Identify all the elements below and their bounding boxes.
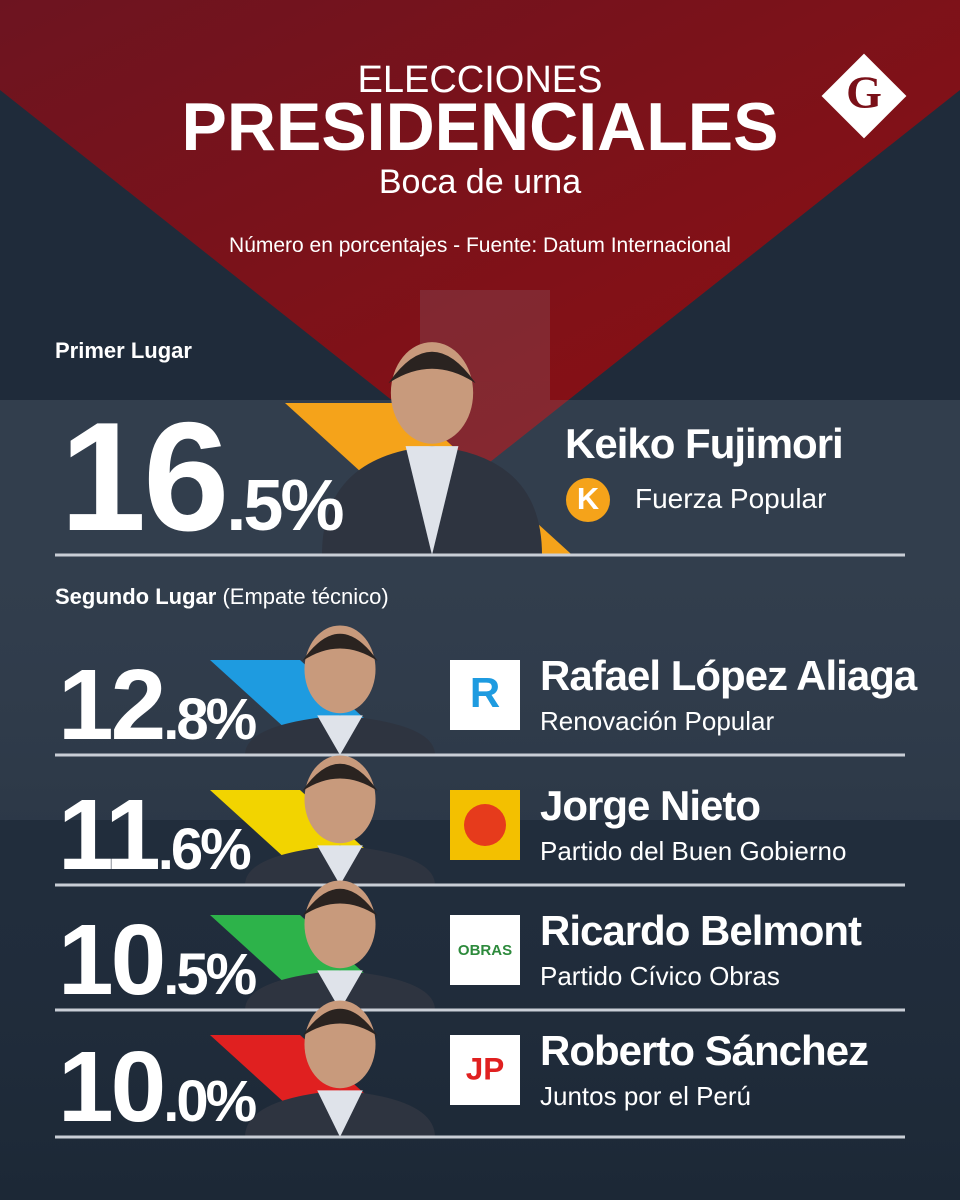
kicker: ELECCIONES — [358, 59, 603, 101]
party-name: Juntos por el Perú — [540, 1081, 751, 1111]
party-logo — [450, 660, 520, 730]
party-logo — [450, 1035, 520, 1105]
photo-hair — [302, 1008, 378, 1036]
photo-collar — [317, 845, 363, 885]
candidate-photo — [245, 755, 435, 885]
candidate-name: Keiko Fujimori — [565, 420, 843, 467]
party-logo-text: R — [470, 669, 500, 716]
first-place-label: Primer Lugar — [55, 338, 192, 363]
photo-hair — [388, 351, 476, 384]
red-banner — [0, 0, 960, 470]
percentage-decimal: .8% — [163, 687, 256, 752]
second-place-title: Segundo Lugar — [55, 584, 217, 609]
party-logo-text: OBRAS — [458, 942, 512, 959]
percentage: 12.8% — [58, 649, 257, 761]
photo-collar — [317, 715, 363, 755]
percentage: 11.6% — [58, 779, 251, 891]
source: Número en porcentajes - Fuente: Datum In… — [229, 234, 731, 257]
party-name: Fuerza Popular — [635, 483, 826, 514]
brand-logo-text: G — [846, 67, 882, 118]
subtitle: Boca de urna — [379, 163, 581, 201]
party-logo — [566, 478, 610, 522]
percentage-integer: 10 — [58, 904, 163, 1016]
percentage-integer: 10 — [58, 1031, 163, 1143]
party-logo-text: JP — [466, 1050, 505, 1086]
photo-collar — [317, 970, 363, 1010]
photo-collar — [317, 1090, 363, 1137]
photo-hair — [302, 633, 378, 661]
percentage-integer: 16 — [60, 390, 226, 563]
candidate-photo — [322, 342, 542, 555]
photo-hair — [302, 888, 378, 916]
brand-logo: G — [821, 53, 907, 139]
title: PRESIDENCIALES — [182, 89, 779, 165]
percentage: 10.0% — [58, 1031, 257, 1143]
candidate-photo — [245, 1000, 435, 1137]
party-logo — [450, 915, 520, 985]
percentage-decimal: .6% — [158, 817, 251, 882]
party-name: Partido del Buen Gobierno — [540, 836, 846, 866]
candidate-photo — [245, 880, 435, 1010]
candidate-name: Ricardo Belmont — [540, 907, 862, 954]
second-place-label: Segundo Lugar (Empate técnico) — [55, 584, 389, 609]
party-name: Renovación Popular — [540, 706, 774, 736]
photo-hair — [302, 763, 378, 791]
second-place-note: (Empate técnico) — [222, 584, 388, 609]
candidate-name: Roberto Sánchez — [540, 1027, 868, 1074]
party-name: Partido Cívico Obras — [540, 961, 780, 991]
percentage-integer: 12 — [58, 649, 163, 761]
percentage-integer: 11 — [58, 779, 158, 891]
photo-collar — [405, 446, 459, 555]
percentage-decimal: .5% — [226, 466, 343, 546]
percentage: 16.5% — [60, 390, 343, 563]
percentage: 10.5% — [58, 904, 257, 1016]
party-logo-text: K — [577, 481, 599, 516]
party-logo-sun — [464, 804, 506, 846]
percentage-decimal: .0% — [163, 1069, 256, 1134]
percentage-decimal: .5% — [163, 942, 256, 1007]
candidate-photo — [245, 625, 435, 755]
candidate-name: Rafael López Aliaga — [540, 652, 918, 699]
candidate-name: Jorge Nieto — [540, 782, 760, 829]
